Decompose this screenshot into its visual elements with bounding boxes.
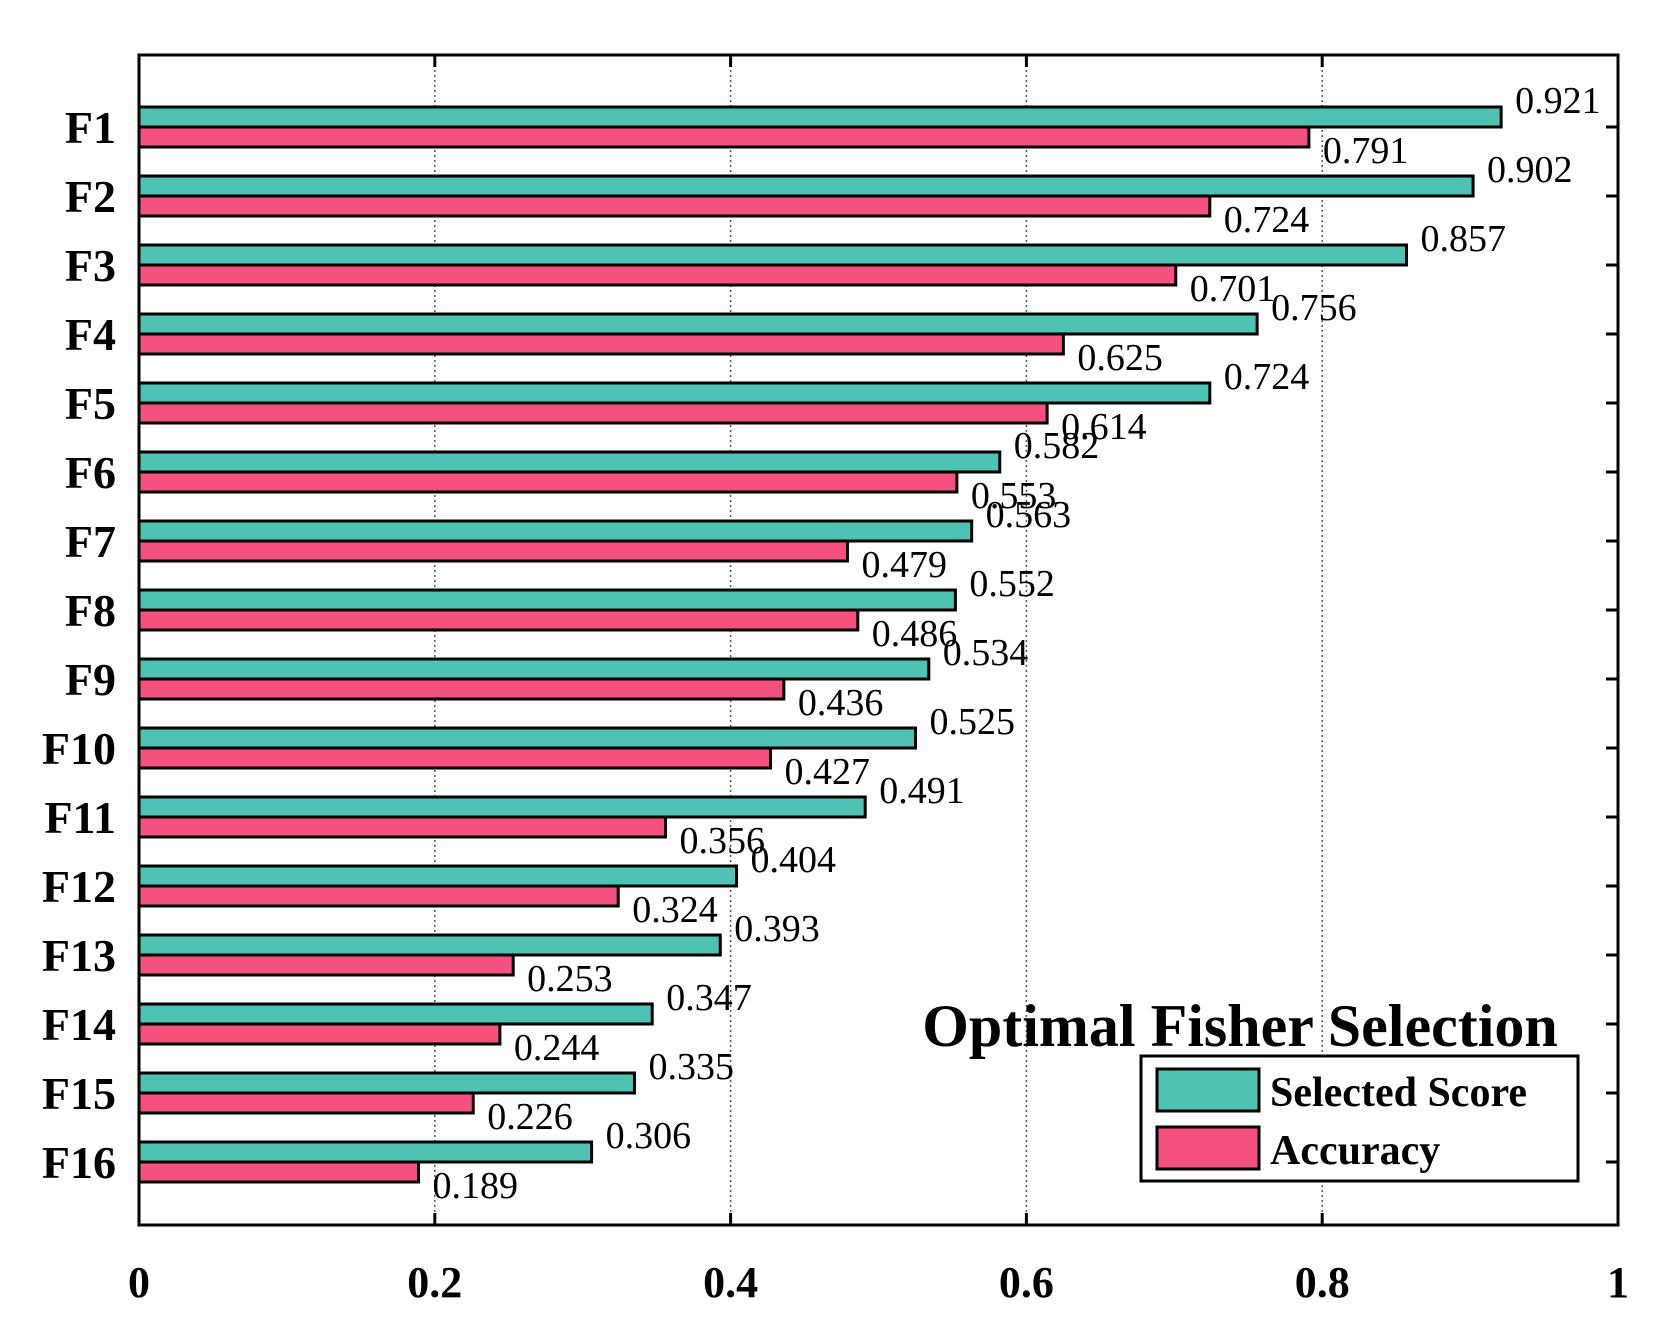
data-label-selected-score: 0.563 [986, 494, 1072, 536]
y-tick-label: F11 [44, 792, 116, 843]
bar-selected-score [137, 1002, 654, 1026]
y-tick-label: F10 [42, 723, 116, 774]
x-tick-label: 1 [1607, 1258, 1629, 1307]
data-label-selected-score: 0.491 [879, 770, 965, 812]
data-label-selected-score: 0.724 [1224, 356, 1310, 398]
data-label-accuracy: 0.427 [785, 751, 871, 793]
data-label-selected-score: 0.306 [606, 1115, 692, 1157]
y-tick-label: F13 [42, 930, 116, 981]
data-label-selected-score: 0.921 [1515, 80, 1601, 122]
bar-selected-score [137, 174, 1475, 198]
bars [137, 105, 1503, 1184]
bar-selected-score [137, 726, 917, 750]
bar-accuracy [137, 953, 515, 977]
bar-selected-score [137, 381, 1212, 405]
data-label-accuracy: 0.553 [971, 475, 1056, 517]
x-tick-label: 0.8 [1295, 1258, 1350, 1307]
y-tick-label: F16 [42, 1137, 116, 1188]
bar-selected-score [137, 312, 1259, 336]
bar-selected-score [137, 450, 1002, 474]
data-label-accuracy: 0.724 [1224, 199, 1310, 241]
legend-label-selected-score: Selected Score [1270, 1070, 1527, 1116]
plot-frame [137, 53, 1620, 1227]
bar-selected-score [137, 1071, 636, 1095]
bar-selected-score [137, 105, 1503, 129]
bar-selected-score [137, 864, 739, 888]
data-label-selected-score: 0.582 [1014, 425, 1100, 467]
data-label-accuracy: 0.614 [1061, 406, 1147, 448]
data-label-accuracy: 0.189 [433, 1165, 519, 1207]
data-label-accuracy: 0.253 [527, 958, 613, 1000]
data-label-accuracy: 0.486 [872, 613, 958, 655]
bar-accuracy [137, 125, 1311, 149]
data-label-selected-score: 0.404 [751, 839, 837, 881]
bar-accuracy [137, 263, 1178, 287]
data-label-selected-score: 0.756 [1271, 287, 1357, 329]
bar-accuracy [137, 1091, 475, 1115]
y-tick-label: F5 [65, 378, 116, 429]
data-label-selected-score: 0.525 [929, 701, 1015, 743]
data-label-selected-score: 0.393 [734, 908, 820, 950]
bar-selected-score [137, 657, 931, 681]
bar-selected-score [137, 243, 1409, 267]
legend: Selected Score Accuracy [1139, 1054, 1580, 1183]
bar-accuracy [137, 332, 1065, 356]
data-label-accuracy: 0.625 [1077, 337, 1163, 379]
bar-accuracy [137, 884, 620, 908]
axis-ticks [137, 55, 1620, 1225]
data-label-selected-score: 0.857 [1421, 218, 1507, 260]
bar-selected-score [137, 795, 867, 819]
data-label-accuracy: 0.436 [798, 682, 884, 724]
bar-selected-score [137, 933, 722, 957]
bar-accuracy [137, 539, 849, 563]
bar-accuracy [137, 470, 959, 494]
chart-title: Optimal Fisher Selection [922, 993, 1558, 1059]
y-tick-label: F7 [65, 516, 116, 567]
x-tick-label: 0 [128, 1258, 150, 1307]
data-label-selected-score: 0.902 [1487, 149, 1573, 191]
x-tick-label: 0.4 [703, 1258, 758, 1307]
y-axis: F1 F2 F3 F4 F5 F6 F7 F8 F9 F10 F11 F12 F13 F14 F15 F16 [42, 102, 116, 1188]
data-label-selected-score: 0.347 [666, 977, 752, 1019]
data-label-selected-score: 0.335 [648, 1046, 734, 1088]
data-label-accuracy: 0.791 [1323, 130, 1409, 172]
legend-swatch-selected-score [1155, 1067, 1261, 1113]
legend-label-accuracy: Accuracy [1270, 1128, 1440, 1174]
y-tick-label: F8 [65, 585, 116, 636]
data-label-accuracy: 0.226 [487, 1096, 573, 1138]
y-tick-label: F3 [65, 240, 116, 291]
y-tick-label: F1 [65, 102, 116, 153]
bar-accuracy [137, 608, 860, 632]
y-tick-label: F14 [42, 999, 116, 1050]
bar-selected-score [137, 1140, 594, 1164]
data-label-selected-score: 0.552 [969, 563, 1054, 605]
bar-accuracy [137, 677, 786, 701]
y-tick-label: F2 [65, 171, 116, 222]
bar-accuracy [137, 401, 1049, 425]
bar-accuracy [137, 1160, 421, 1184]
y-tick-label: F15 [42, 1068, 116, 1119]
bar-selected-score [137, 519, 974, 543]
y-tick-label: F4 [65, 309, 116, 360]
x-tick-label: 0.2 [407, 1258, 462, 1307]
legend-swatch-accuracy [1155, 1125, 1261, 1171]
x-axis: 0 0.2 0.4 0.6 0.8 1 [128, 1258, 1629, 1307]
bar-selected-score [137, 588, 957, 612]
bar-accuracy [137, 746, 773, 770]
bar-accuracy [137, 815, 668, 839]
bar-accuracy [137, 1022, 502, 1046]
data-label-accuracy: 0.356 [680, 820, 766, 862]
y-tick-label: F12 [42, 861, 116, 912]
data-label-accuracy: 0.701 [1190, 268, 1276, 310]
data-label-accuracy: 0.324 [632, 889, 718, 931]
data-label-selected-score: 0.534 [943, 632, 1029, 674]
y-tick-label: F6 [65, 447, 116, 498]
data-label-accuracy: 0.479 [861, 544, 947, 586]
x-tick-label: 0.6 [999, 1258, 1054, 1307]
bar-accuracy [137, 194, 1212, 218]
data-label-accuracy: 0.244 [514, 1027, 600, 1069]
y-tick-label: F9 [65, 654, 116, 705]
